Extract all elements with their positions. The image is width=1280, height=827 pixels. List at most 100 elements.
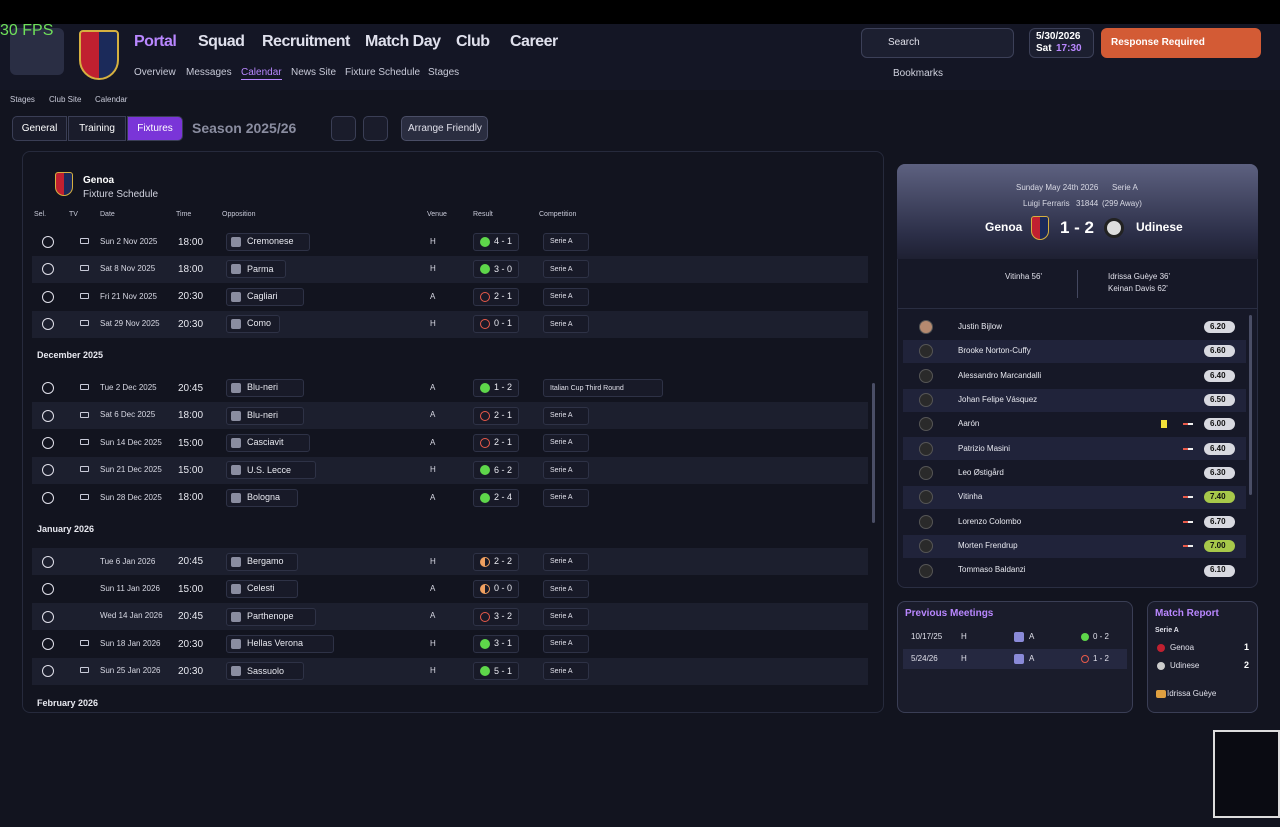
player-stripe <box>903 339 1246 363</box>
away-fans: (299 Away) <box>1102 198 1142 208</box>
select-radio[interactable] <box>42 638 54 650</box>
rating-pill <box>1204 467 1235 480</box>
fixture-date: Sat 29 Nov 2025 <box>100 319 160 328</box>
meeting-side: A <box>1029 631 1035 641</box>
tab[interactable] <box>12 116 67 141</box>
nav-menu[interactable]: Portal <box>134 32 177 50</box>
player-rating: 7.40 <box>1210 492 1226 502</box>
fixture-date: Tue 6 Jan 2026 <box>100 556 156 566</box>
home-scorer: Vitinha 56' <box>1005 271 1042 281</box>
arrange-label: Arrange Friendly <box>408 122 482 134</box>
fixture-competition: Serie A <box>550 558 573 566</box>
team-name: Genoa <box>83 174 115 186</box>
result-icon <box>480 611 490 622</box>
fixture-date: Wed 14 Jan 2026 <box>100 611 163 621</box>
fixture-date: Sat 8 Nov 2025 <box>100 264 156 274</box>
fixture-time: 20:45 <box>178 611 204 623</box>
select-radio[interactable] <box>42 409 54 422</box>
nav-menu[interactable]: Recruitment <box>262 32 350 50</box>
select-radio[interactable] <box>42 665 54 678</box>
page-button[interactable] <box>363 116 388 141</box>
page-button[interactable] <box>331 116 356 141</box>
competition-chip <box>543 379 663 398</box>
sub-icon <box>1183 520 1193 523</box>
home-team: Genoa <box>985 220 1023 235</box>
select-radio[interactable] <box>42 491 54 504</box>
divider <box>898 308 1257 309</box>
nav-submenu[interactable]: Messages <box>186 66 232 78</box>
fixture-opposition: Blu-neri <box>247 409 279 420</box>
select-radio[interactable] <box>42 464 54 477</box>
fixture-time: 18:00 <box>178 236 204 248</box>
select-radio[interactable] <box>42 583 54 596</box>
player-avatar <box>919 441 933 456</box>
rating-pill <box>1204 491 1235 504</box>
player-name: Justin Bijlow <box>958 321 1003 331</box>
column-header: Competition <box>539 211 577 219</box>
select-radio[interactable] <box>42 555 54 568</box>
tab[interactable] <box>127 116 183 141</box>
season-selector[interactable]: Season 2025/26 <box>192 119 297 136</box>
opposition-badge <box>231 410 241 421</box>
rating-pill <box>1204 564 1235 577</box>
tv-icon <box>80 384 89 391</box>
tab[interactable] <box>68 116 126 141</box>
column-header: Sel. <box>34 211 47 219</box>
opposition-chip <box>226 406 304 425</box>
nav-menu[interactable]: Career <box>510 32 558 50</box>
select-radio[interactable] <box>42 263 54 276</box>
player-stripe <box>903 388 1246 412</box>
away-crest <box>1104 218 1124 238</box>
nav-buttons[interactable] <box>10 28 64 75</box>
rating-pill <box>1204 540 1235 553</box>
fixture-competition: Serie A <box>550 640 573 648</box>
tv-icon <box>80 640 89 646</box>
fixture-opposition: Cagliari <box>247 290 278 301</box>
nav-submenu[interactable]: Calendar <box>241 66 282 80</box>
fixture-time: 20:45 <box>178 556 204 568</box>
fixture-date: Sat 6 Dec 2025 <box>100 410 156 420</box>
nav-menu[interactable]: Club <box>456 32 490 50</box>
fixture-venue: A <box>430 437 436 447</box>
bookmarks[interactable]: Bookmarks <box>893 67 944 79</box>
tv-icon <box>80 466 89 473</box>
opposition-badge <box>231 465 241 476</box>
away-scorer: Keinan Davis 62' <box>1108 283 1168 293</box>
rating-pill <box>1204 515 1235 528</box>
tv-icon <box>80 439 89 445</box>
row-stripe <box>32 548 868 576</box>
fixture-date: Sun 14 Dec 2025 <box>100 437 162 447</box>
month-header: February 2026 <box>37 697 99 708</box>
select-radio[interactable] <box>42 290 54 303</box>
player-name: Aarón <box>958 419 980 429</box>
nav-submenu[interactable]: News Site <box>291 66 337 78</box>
select-radio[interactable] <box>42 318 54 331</box>
nav-menu[interactable]: Squad <box>198 32 245 50</box>
fixture-competition: Serie A <box>550 466 573 474</box>
fixture-result: 5 - 1 <box>494 665 513 676</box>
select-radio[interactable] <box>42 610 54 623</box>
fixture-venue: A <box>430 410 436 420</box>
opposition-chip <box>226 287 304 306</box>
select-radio[interactable] <box>42 236 54 248</box>
fixture-venue: A <box>430 611 436 621</box>
competition-chip <box>543 488 590 507</box>
nav-submenu[interactable]: Stages <box>428 66 460 78</box>
arrange-button[interactable] <box>401 116 488 141</box>
minimap <box>1213 730 1280 818</box>
opposition-badge <box>231 666 241 677</box>
tv-icon <box>80 493 89 500</box>
fixture-opposition: Blu-neri <box>247 382 279 393</box>
month-header: December 2025 <box>37 350 104 361</box>
nav-submenu[interactable]: Fixture Schedule <box>345 66 421 78</box>
rating-pill <box>1204 418 1235 431</box>
select-radio[interactable] <box>42 437 54 449</box>
nav-menu[interactable]: Match Day <box>365 32 441 50</box>
search-group[interactable] <box>861 28 1014 58</box>
nav-submenu[interactable]: Overview <box>134 66 176 78</box>
player-avatar <box>919 417 933 432</box>
select-radio[interactable] <box>42 382 54 395</box>
player-stripe <box>903 437 1246 461</box>
response-button[interactable] <box>1101 28 1261 58</box>
